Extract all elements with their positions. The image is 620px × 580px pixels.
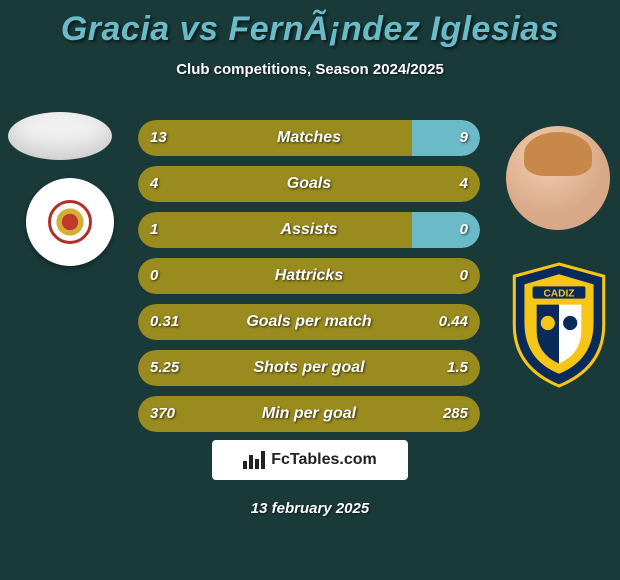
comparison-subtitle: Club competitions, Season 2024/2025 xyxy=(0,61,620,78)
stat-row: 0.310.44Goals per match xyxy=(138,304,480,340)
comparison-title: Gracia vs FernÃ¡ndez Iglesias xyxy=(0,0,620,49)
vs-word: vs xyxy=(180,10,219,48)
stat-label: Goals per match xyxy=(138,304,480,340)
stat-row: 370285Min per goal xyxy=(138,396,480,432)
stat-label: Goals xyxy=(138,166,480,202)
club-left-logo xyxy=(26,178,114,266)
club-right-logo: CADIZ xyxy=(508,262,610,388)
stat-label: Min per goal xyxy=(138,396,480,432)
svg-text:CADIZ: CADIZ xyxy=(543,289,574,300)
player-right-name: FernÃ¡ndez Iglesias xyxy=(228,10,559,48)
stat-label: Assists xyxy=(138,212,480,248)
avatar-hair-shape xyxy=(524,132,592,176)
stats-comparison-list: 139Matches 44Goals 10Assists 00Hattricks 0.3… xyxy=(138,120,480,442)
comparison-date: 13 february 2025 xyxy=(0,500,620,517)
stat-label: Hattricks xyxy=(138,258,480,294)
club-right-shield-icon: CADIZ xyxy=(508,262,610,388)
stat-row: 44Goals xyxy=(138,166,480,202)
stat-row: 5.251.5Shots per goal xyxy=(138,350,480,386)
stat-row: 10Assists xyxy=(138,212,480,248)
stat-label: Matches xyxy=(138,120,480,156)
stat-row: 139Matches xyxy=(138,120,480,156)
branding-badge: FcTables.com xyxy=(212,440,408,480)
player-left-name: Gracia xyxy=(61,10,170,48)
stat-row: 00Hattricks xyxy=(138,258,480,294)
player-right-avatar xyxy=(506,126,610,230)
stat-label: Shots per goal xyxy=(138,350,480,386)
branding-text: FcTables.com xyxy=(271,451,377,469)
player-left-avatar xyxy=(8,112,112,160)
branding-chart-icon xyxy=(243,451,265,469)
club-left-crest-icon xyxy=(48,200,92,244)
